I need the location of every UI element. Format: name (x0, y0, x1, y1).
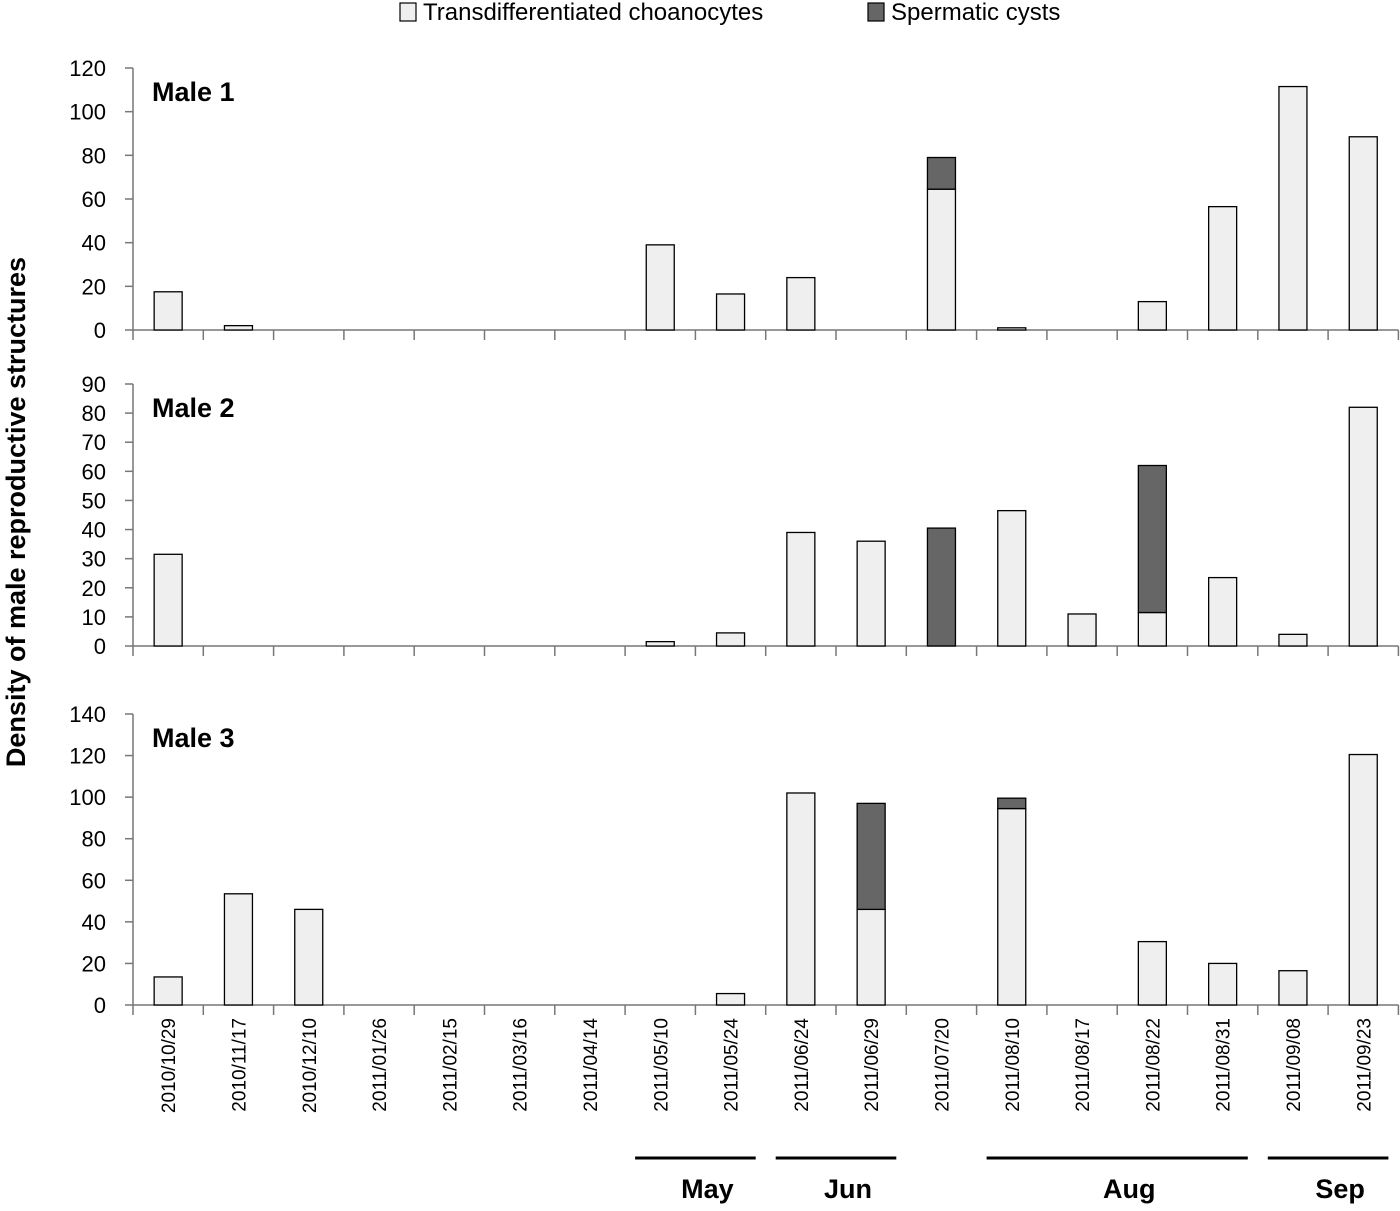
x-date-label: 2011/05/10 (651, 1018, 672, 1112)
x-date-label: 2011/05/24 (722, 1018, 743, 1112)
panel-1-bar-choanocytes (1208, 205, 1238, 331)
x-date-label: 2011/08/17 (1073, 1018, 1094, 1112)
legend-choanocytes-swatch (399, 2, 417, 22)
panel-2-bar-choanocytes (786, 531, 816, 647)
panel-2-title: Male 2 (152, 393, 235, 423)
panel-2-bar-choanocytes (645, 640, 675, 647)
panel-2-y-tick-label: 60 (82, 459, 106, 484)
y-axis-label: Density of male reproductive structures (1, 257, 31, 767)
x-date-label: 2010/12/10 (300, 1018, 321, 1113)
panel-2-y-tick-label: 70 (82, 430, 106, 455)
panel-1-y-tick-label: 40 (82, 231, 106, 256)
panel-2-bar-choanocytes (1137, 611, 1167, 647)
panel-3-y-tick-label: 80 (82, 827, 106, 852)
panel-2-y-tick-label: 80 (82, 401, 106, 426)
panel-1-bar-choanocytes (715, 293, 746, 331)
panel-3-y-tick-label: 0 (94, 993, 106, 1018)
panel-2-bar-choanocytes (1278, 633, 1308, 647)
panel-3-bar-choanocytes (1208, 962, 1238, 1006)
x-date-label: 2011/09/08 (1284, 1018, 1305, 1112)
panel-2-y-tick-label: 10 (82, 605, 106, 630)
x-date-label: 2010/10/29 (159, 1018, 180, 1113)
panel-1-bar-choanocytes (786, 276, 816, 331)
x-date-label: 2011/04/14 (581, 1018, 602, 1112)
panel-2-bar-choanocytes (153, 553, 183, 647)
panel-3-bar-spermatic-cysts (997, 797, 1027, 810)
panel-3-bar-choanocytes (294, 908, 324, 1006)
legend-choanocytes-label: Transdifferentiated choanocytes (423, 0, 763, 26)
panel-1-title: Male 1 (152, 77, 235, 107)
panel-3-y-tick-label: 20 (82, 951, 106, 976)
panel-3-bar-choanocytes (153, 976, 183, 1006)
panel-1-bar-choanocytes (1278, 85, 1308, 331)
month-label-aug: Aug (1103, 1174, 1155, 1204)
panel-3-bar-spermatic-cysts (856, 802, 886, 911)
month-label-may: May (681, 1174, 734, 1204)
panel-3-bar-choanocytes (856, 908, 886, 1006)
panel-3-bar-choanocytes (997, 807, 1027, 1006)
panel-2-y-tick-label: 50 (82, 488, 106, 513)
panel-3-bar-choanocytes (1137, 940, 1167, 1006)
panel-1-y-tick-label: 0 (94, 318, 106, 343)
x-date-label: 2011/02/15 (440, 1018, 461, 1112)
panel-1-y-tick-label: 100 (69, 100, 106, 125)
x-date-label: 2011/06/29 (862, 1018, 883, 1112)
panel-1-bar-choanocytes (153, 291, 183, 331)
panel-2-bar-spermatic-cysts (1137, 464, 1167, 614)
month-label-jun: Jun (824, 1174, 872, 1204)
panel-3-bar-choanocytes (223, 893, 254, 1006)
panel-1-bar-choanocytes (223, 324, 254, 331)
panel-3-y-tick-label: 40 (82, 910, 106, 935)
panel-2-bar-choanocytes (715, 632, 746, 647)
panel-3-y-tick-label: 120 (69, 744, 106, 769)
panel-2-y-tick-label: 20 (82, 576, 106, 601)
panel-3-y-tick-label: 140 (69, 702, 106, 727)
panel-3-bar-choanocytes (786, 792, 816, 1006)
panel-3-bar-choanocytes (1348, 753, 1378, 1006)
panel-3-bar-choanocytes (715, 992, 746, 1006)
panel-2-bar-choanocytes (856, 540, 886, 647)
legend-spermatic-cysts-swatch (867, 2, 885, 22)
panel-1-y-tick-label: 80 (82, 143, 106, 168)
panel-2-bar-choanocytes (1348, 406, 1378, 647)
panel-2-y-tick-label: 30 (82, 547, 106, 572)
panel-3-title: Male 3 (152, 723, 235, 753)
panel-1-bar-choanocytes (645, 244, 675, 331)
panel-1-bar-choanocytes (1137, 300, 1167, 331)
x-date-label: 2011/03/16 (511, 1018, 532, 1112)
x-date-label: 2011/08/22 (1143, 1018, 1164, 1112)
panel-1-y-tick-label: 120 (69, 56, 106, 81)
legend-spermatic-cysts-label: Spermatic cysts (891, 0, 1060, 26)
x-date-label: 2011/01/26 (370, 1018, 391, 1112)
panel-2-bar-choanocytes (1208, 576, 1238, 647)
panel-2-y-tick-label: 40 (82, 518, 106, 543)
x-date-label: 2011/08/10 (1003, 1018, 1024, 1112)
x-date-label: 2011/07/20 (932, 1018, 953, 1112)
panel-1-y-tick-label: 60 (82, 187, 106, 212)
panel-1-bar-choanocytes (926, 188, 957, 331)
panel-2-bar-choanocytes (997, 509, 1027, 647)
panel-3-bar-choanocytes (1278, 970, 1308, 1006)
panel-1-bar-choanocytes (1348, 136, 1378, 331)
panel-1-y-tick-label: 20 (82, 274, 106, 299)
panel-3-y-tick-label: 100 (69, 785, 106, 810)
panel-2-y-tick-label: 0 (94, 634, 106, 659)
month-label-sep: Sep (1315, 1174, 1365, 1204)
panel-2-y-tick-label: 90 (82, 372, 106, 397)
panel-2-bar-spermatic-cysts (926, 527, 957, 647)
panel-2-bar-choanocytes (1067, 613, 1097, 647)
x-date-label: 2011/06/24 (792, 1018, 813, 1112)
panel-1-bar-choanocytes (997, 327, 1027, 331)
x-date-label: 2010/11/17 (229, 1018, 250, 1112)
x-date-label: 2011/09/23 (1354, 1018, 1375, 1112)
panel-3-y-tick-label: 60 (82, 868, 106, 893)
panel-1-bar-spermatic-cysts (926, 156, 957, 190)
x-date-label: 2011/08/31 (1214, 1018, 1235, 1112)
